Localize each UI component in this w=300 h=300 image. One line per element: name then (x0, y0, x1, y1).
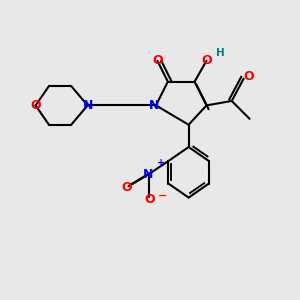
Text: O: O (122, 181, 132, 194)
Text: N: N (82, 99, 93, 112)
Text: O: O (152, 54, 163, 67)
Text: N: N (143, 168, 154, 181)
Text: O: O (201, 54, 212, 67)
Text: O: O (145, 193, 155, 206)
Text: O: O (244, 70, 254, 83)
Text: +: + (157, 158, 165, 168)
Text: H: H (216, 47, 225, 58)
Text: −: − (158, 190, 167, 200)
Text: O: O (30, 99, 41, 112)
Text: N: N (149, 99, 160, 112)
